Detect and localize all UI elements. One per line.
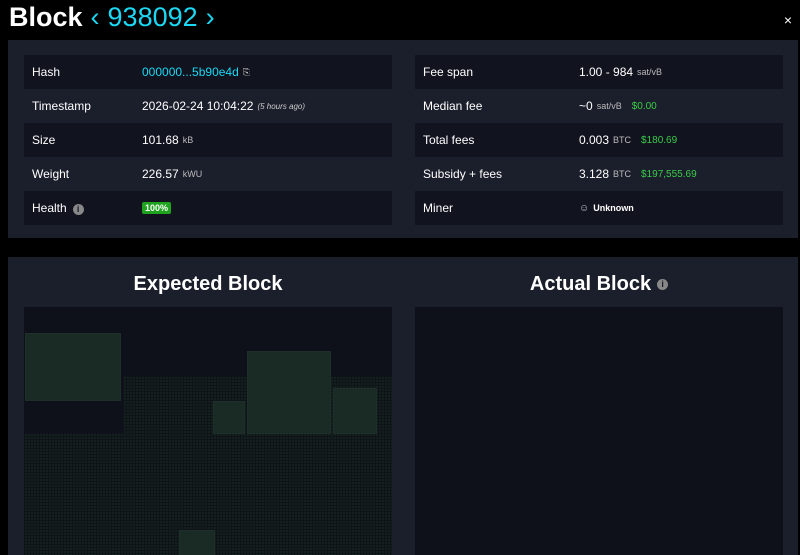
chevron-left-icon[interactable]: ‹ — [90, 1, 100, 32]
row-size: Size 101.68 kB — [24, 123, 392, 157]
tx-block[interactable] — [247, 351, 331, 434]
block-details-panel: Hash 000000...5b90e4d ⎘ Timestamp 2026-02-2… — [8, 40, 798, 238]
block-height: 938092 — [107, 1, 198, 32]
usd-value: $180.69 — [641, 134, 678, 146]
tx-block[interactable] — [213, 401, 245, 434]
time-ago: (5 hours ago) — [257, 101, 306, 111]
info-icon[interactable]: i — [72, 204, 84, 215]
row-miner: Miner ☺ Unknown — [415, 191, 783, 225]
health-badge: 100% — [142, 202, 172, 214]
tx-block[interactable] — [333, 388, 377, 434]
usd-value: $197,555.69 — [641, 168, 697, 180]
details-table-right: Fee span 1.00 - 984 sat/vB Median fee ~0 sat… — [415, 55, 783, 225]
copy-icon[interactable]: ⎘ — [242, 66, 250, 77]
row-weight: Weight 226.57 kWU — [24, 157, 392, 191]
expected-block-heading: Expected Block — [133, 273, 283, 295]
user-icon: ☺ — [579, 202, 590, 214]
tx-grid — [24, 433, 392, 555]
unit: BTC — [613, 169, 632, 179]
tx-block[interactable] — [25, 333, 121, 401]
label: Health — [32, 201, 67, 215]
value: 3.128 — [579, 167, 610, 181]
label: Miner — [423, 201, 454, 215]
unit: sat/vB — [637, 67, 663, 77]
info-icon[interactable]: i — [657, 279, 669, 291]
value: 2026-02-24 10:04:22 — [142, 99, 254, 113]
block-audit-panel: Expected Block Actual Block i — [8, 257, 798, 555]
tx-block[interactable] — [179, 530, 215, 555]
unit: kWU — [182, 169, 203, 179]
value: 0.003 — [579, 133, 610, 147]
label: Size — [32, 133, 56, 147]
actual-block-visualization[interactable] — [415, 307, 783, 555]
value: 101.68 — [142, 133, 179, 147]
row-median-fee: Median fee ~0 sat/vB $0.00 — [415, 89, 783, 123]
label: Total fees — [423, 133, 475, 147]
label: Timestamp — [32, 99, 91, 113]
expected-block-visualization[interactable] — [24, 307, 392, 555]
row-hash: Hash 000000...5b90e4d ⎘ — [24, 55, 392, 89]
label: Fee span — [423, 65, 474, 79]
unit: kB — [182, 135, 194, 145]
value: ~0 — [579, 99, 593, 113]
usd-value: $0.00 — [631, 100, 657, 112]
actual-block-heading: Actual Block i — [415, 273, 783, 296]
chevron-right-icon[interactable]: › — [205, 1, 215, 32]
label: Hash — [32, 65, 61, 79]
page-title: Block ‹ 938092 › — [9, 0, 215, 34]
label: Subsidy + fees — [423, 167, 503, 181]
title-label: Block — [9, 1, 83, 32]
row-subsidy-fees: Subsidy + fees 3.128 BTC $197,555.69 — [415, 157, 783, 191]
value: 226.57 — [142, 167, 179, 181]
row-fee-span: Fee span 1.00 - 984 sat/vB — [415, 55, 783, 89]
row-total-fees: Total fees 0.003 BTC $180.69 — [415, 123, 783, 157]
row-timestamp: Timestamp 2026-02-24 10:04:22 (5 hours ago… — [24, 89, 392, 123]
label: Weight — [32, 167, 70, 181]
miner-name[interactable]: Unknown — [593, 203, 634, 213]
row-health: Health i 100% — [24, 191, 392, 225]
details-table-left: Hash 000000...5b90e4d ⎘ Timestamp 2026-02-2… — [24, 55, 392, 225]
close-icon[interactable]: × — [783, 12, 792, 28]
value: 1.00 - 984 — [579, 65, 634, 79]
unit: sat/vB — [596, 101, 622, 111]
hash-link[interactable]: 000000...5b90e4d — [142, 65, 239, 79]
unit: BTC — [613, 135, 632, 145]
actual-block-label: Actual Block — [529, 273, 652, 295]
label: Median fee — [423, 99, 483, 113]
